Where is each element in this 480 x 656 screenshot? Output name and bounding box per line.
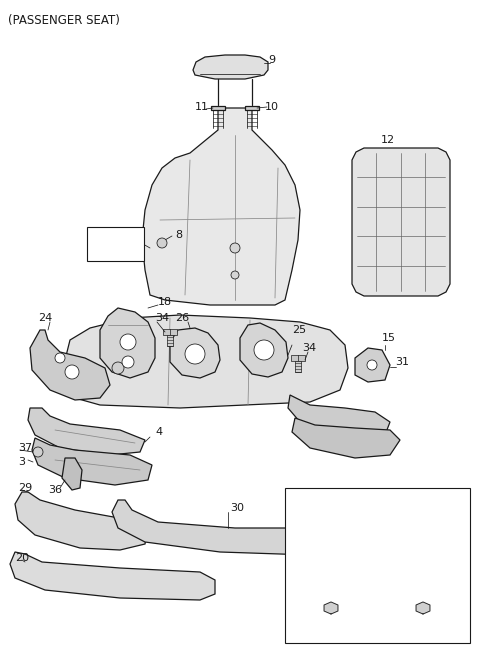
Text: 34: 34: [155, 313, 169, 323]
Circle shape: [407, 522, 439, 554]
Text: 31: 31: [395, 357, 409, 367]
Polygon shape: [416, 602, 430, 614]
Polygon shape: [65, 315, 348, 408]
Circle shape: [33, 447, 43, 457]
Polygon shape: [420, 613, 426, 641]
Text: 9: 9: [268, 55, 275, 65]
Text: 30: 30: [230, 503, 244, 513]
Circle shape: [55, 353, 65, 363]
Polygon shape: [10, 552, 215, 600]
Circle shape: [185, 344, 205, 364]
Text: 38: 38: [324, 576, 338, 586]
Text: 25: 25: [292, 325, 306, 335]
Bar: [285, 488, 470, 643]
Polygon shape: [240, 323, 288, 377]
Polygon shape: [167, 335, 173, 346]
Circle shape: [157, 238, 167, 248]
Polygon shape: [245, 106, 259, 110]
Polygon shape: [62, 458, 82, 490]
Text: 26: 26: [175, 313, 189, 323]
Circle shape: [231, 271, 239, 279]
Polygon shape: [288, 395, 390, 440]
Circle shape: [416, 531, 430, 545]
Polygon shape: [163, 329, 177, 335]
Text: 24: 24: [38, 313, 52, 323]
Polygon shape: [193, 55, 268, 79]
Text: 18: 18: [158, 297, 172, 307]
Text: 4: 4: [155, 427, 162, 437]
Circle shape: [120, 334, 136, 350]
Polygon shape: [295, 361, 301, 372]
Circle shape: [230, 243, 240, 253]
Polygon shape: [291, 355, 305, 361]
Text: 39: 39: [416, 576, 430, 586]
Circle shape: [122, 356, 134, 368]
Polygon shape: [100, 308, 155, 378]
Polygon shape: [352, 148, 450, 296]
Circle shape: [254, 340, 274, 360]
Polygon shape: [328, 613, 334, 641]
Circle shape: [112, 362, 124, 374]
Text: 41: 41: [416, 497, 430, 507]
Text: 20: 20: [15, 553, 29, 563]
Text: 36: 36: [48, 485, 62, 495]
Circle shape: [65, 365, 79, 379]
Polygon shape: [211, 106, 225, 110]
Text: 29: 29: [18, 483, 32, 493]
Polygon shape: [355, 348, 390, 382]
Circle shape: [367, 360, 377, 370]
Text: 37: 37: [18, 443, 32, 453]
FancyBboxPatch shape: [87, 227, 144, 261]
Polygon shape: [32, 438, 152, 485]
Text: 7: 7: [92, 230, 99, 240]
Polygon shape: [30, 330, 110, 400]
Text: 3: 3: [18, 457, 25, 467]
Polygon shape: [142, 108, 300, 305]
Text: 11: 11: [195, 102, 209, 112]
Text: (PASSENGER SEAT): (PASSENGER SEAT): [8, 14, 120, 27]
Polygon shape: [292, 418, 400, 458]
Text: 34: 34: [302, 343, 316, 353]
Polygon shape: [170, 328, 220, 378]
Polygon shape: [15, 492, 148, 550]
Text: 8: 8: [175, 230, 182, 240]
Polygon shape: [28, 408, 145, 455]
Text: 15: 15: [382, 333, 396, 343]
Polygon shape: [112, 500, 342, 555]
Polygon shape: [324, 602, 338, 614]
Text: 10: 10: [265, 102, 279, 112]
Text: 12: 12: [381, 135, 395, 145]
